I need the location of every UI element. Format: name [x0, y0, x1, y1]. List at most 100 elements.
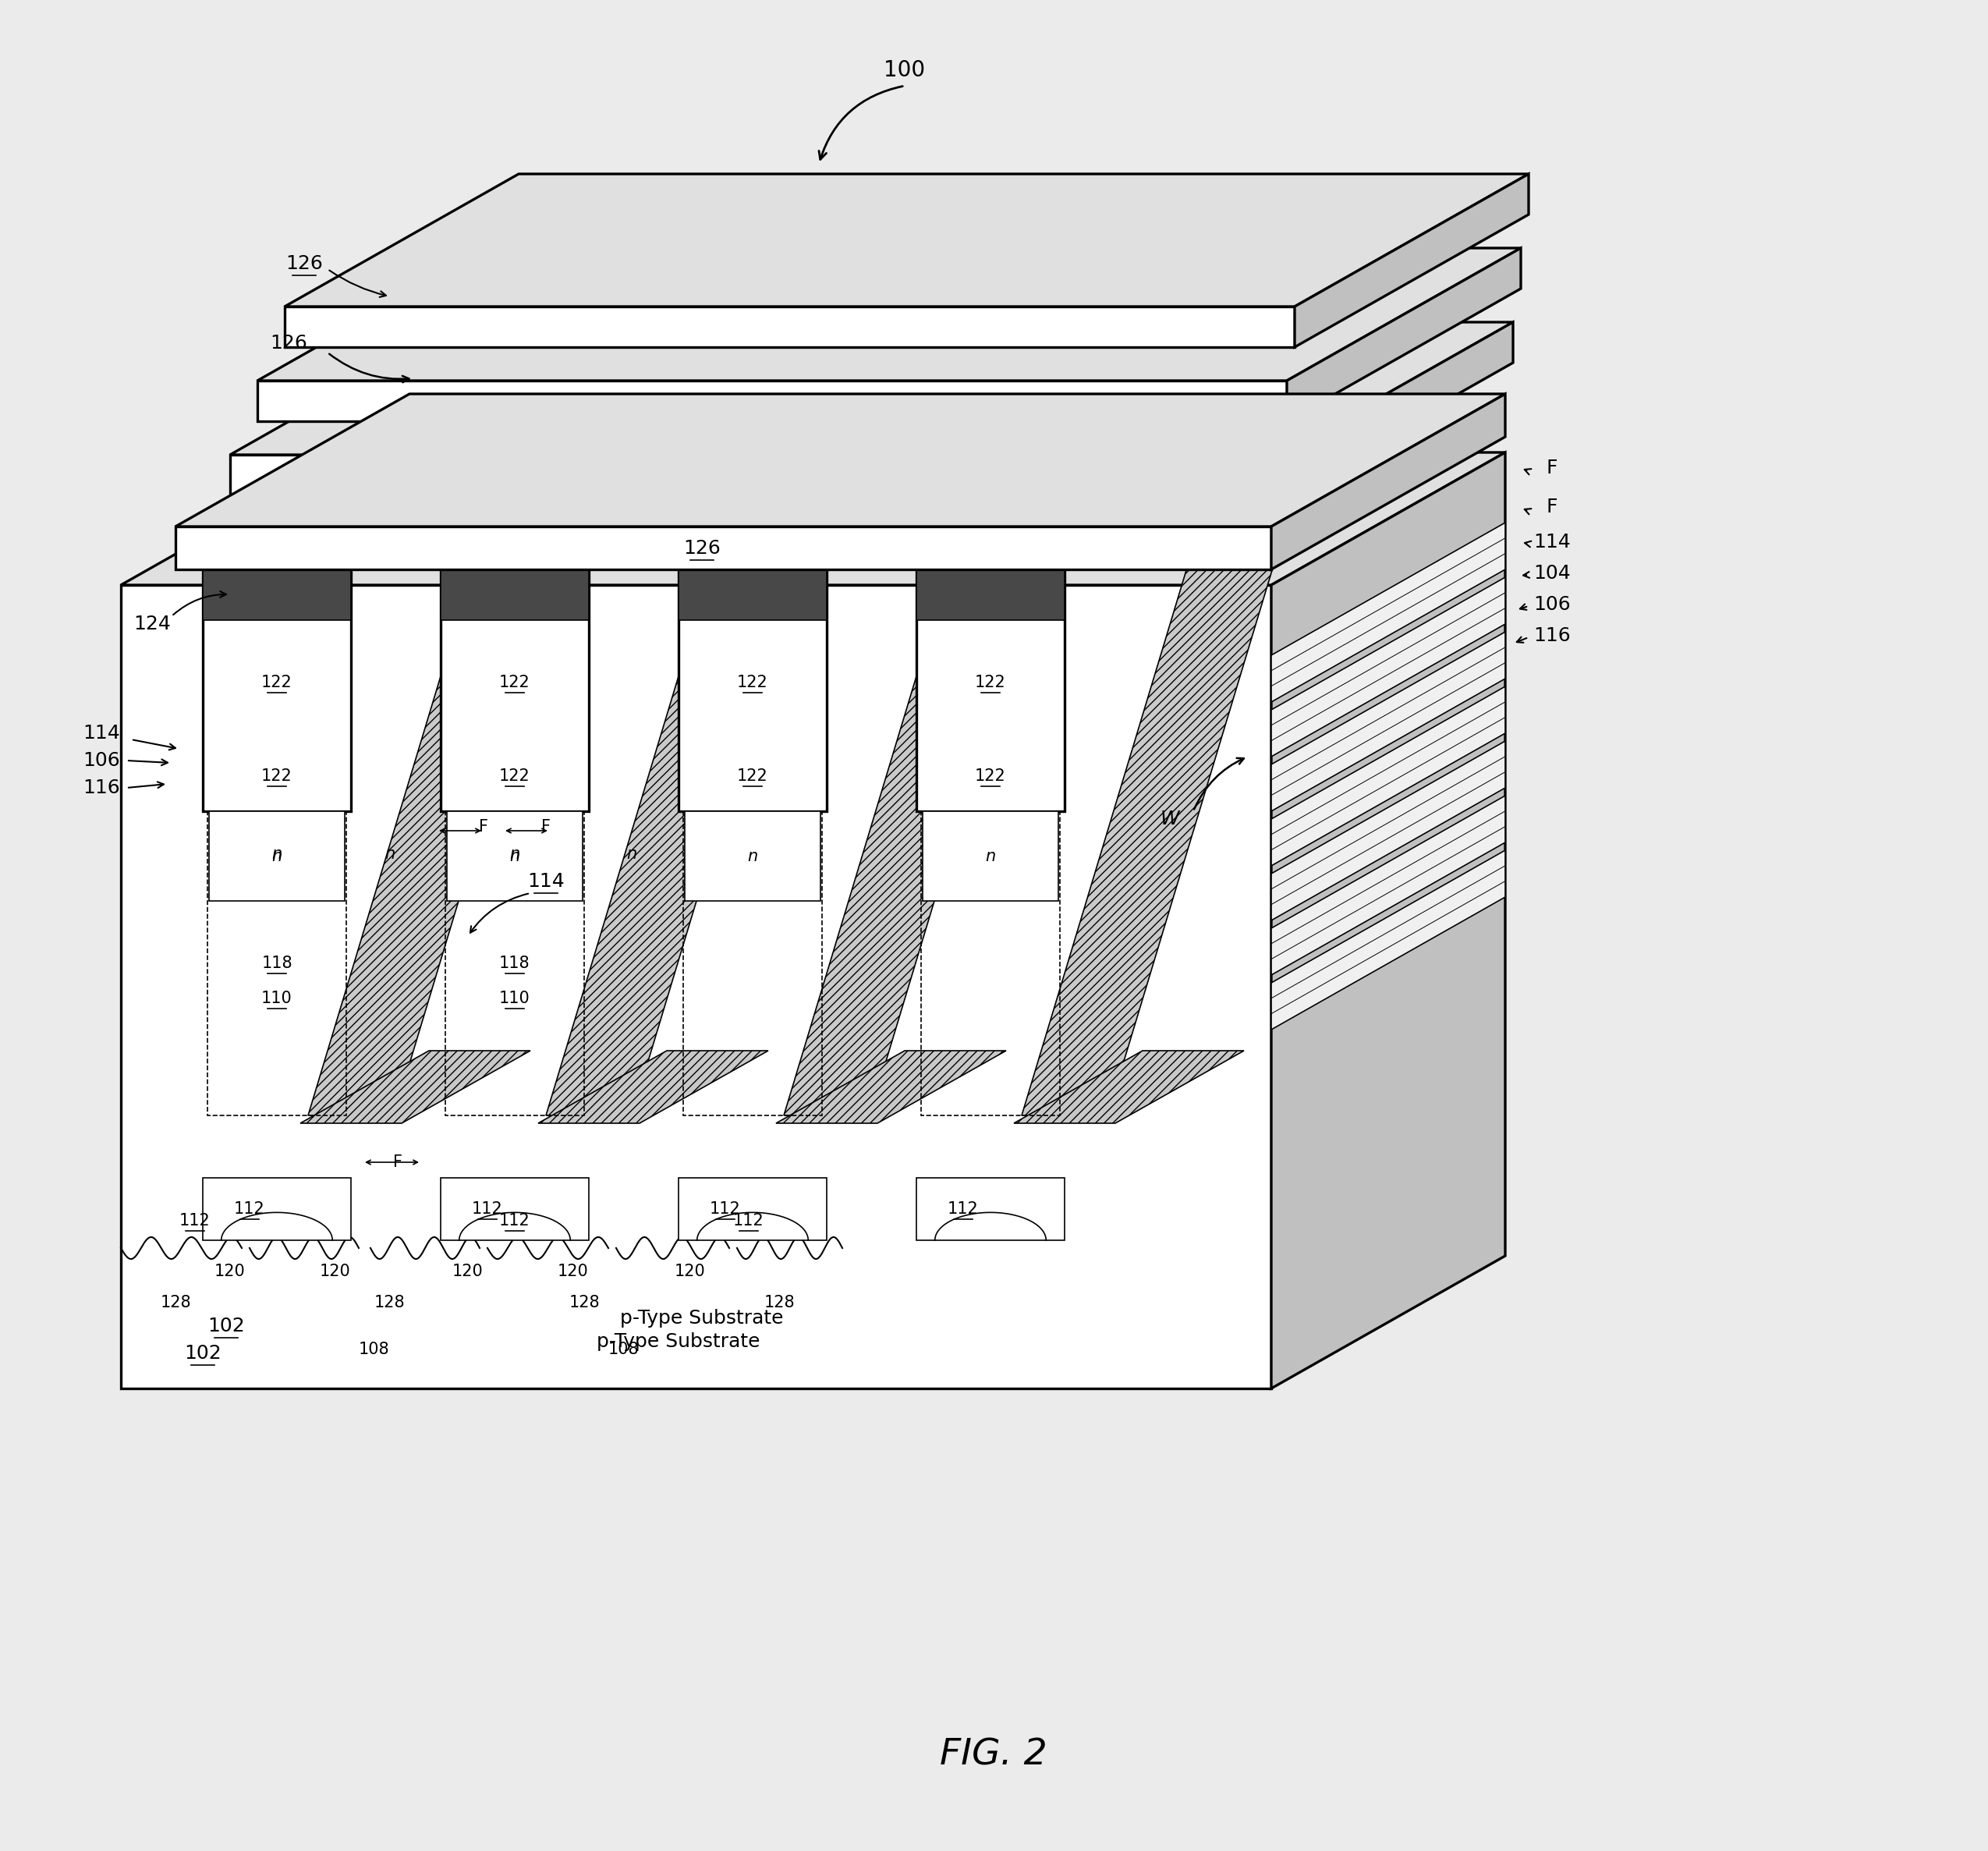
Text: 122: 122: [260, 676, 292, 690]
Polygon shape: [678, 570, 827, 620]
Text: 120: 120: [559, 1264, 588, 1279]
Text: 120: 120: [453, 1264, 483, 1279]
Polygon shape: [121, 585, 1270, 1388]
Text: 122: 122: [260, 768, 292, 785]
Text: 128: 128: [374, 1296, 406, 1311]
Polygon shape: [678, 570, 827, 811]
Text: 128: 128: [159, 1296, 191, 1311]
Text: 122: 122: [738, 768, 767, 785]
Polygon shape: [1270, 578, 1505, 757]
Polygon shape: [121, 452, 1505, 585]
Text: 122: 122: [738, 676, 767, 690]
Text: 108: 108: [360, 1342, 390, 1357]
Polygon shape: [203, 1177, 352, 1240]
Polygon shape: [1270, 796, 1505, 975]
Text: n: n: [272, 846, 282, 863]
Polygon shape: [539, 1051, 767, 1124]
Text: 112: 112: [499, 1212, 531, 1229]
Polygon shape: [916, 570, 1066, 620]
Text: 112: 112: [948, 1201, 978, 1216]
Text: 122: 122: [499, 676, 531, 690]
Text: 116: 116: [83, 779, 119, 798]
Text: 102: 102: [185, 1344, 221, 1362]
Text: n: n: [386, 846, 396, 863]
Text: FIG. 2: FIG. 2: [940, 1738, 1048, 1773]
Polygon shape: [1014, 1051, 1244, 1124]
Text: 100: 100: [885, 59, 926, 81]
Polygon shape: [678, 1177, 827, 1240]
Polygon shape: [209, 811, 344, 901]
Text: 122: 122: [499, 768, 531, 785]
Polygon shape: [775, 1051, 1006, 1124]
Text: 114: 114: [527, 872, 565, 890]
Text: W: W: [1161, 809, 1179, 829]
Text: 118: 118: [499, 955, 531, 972]
Polygon shape: [441, 1177, 588, 1240]
Polygon shape: [1294, 174, 1529, 348]
Polygon shape: [441, 570, 588, 811]
Text: 120: 120: [320, 1264, 350, 1279]
Text: 110: 110: [499, 990, 531, 1007]
Polygon shape: [922, 811, 1058, 901]
Text: 118: 118: [260, 955, 292, 972]
Polygon shape: [1270, 394, 1505, 570]
Polygon shape: [441, 570, 588, 620]
Text: F: F: [541, 818, 551, 835]
Text: 120: 120: [215, 1264, 247, 1279]
Polygon shape: [256, 248, 1521, 381]
Text: 120: 120: [674, 1264, 706, 1279]
Polygon shape: [916, 1177, 1066, 1240]
Text: 106: 106: [83, 752, 119, 770]
Polygon shape: [231, 322, 1513, 455]
Text: 128: 128: [765, 1296, 795, 1311]
Text: n: n: [626, 846, 636, 863]
Text: 108: 108: [608, 1342, 640, 1357]
Text: 112: 112: [710, 1201, 742, 1216]
Text: F: F: [1547, 498, 1559, 516]
Polygon shape: [256, 381, 1286, 422]
Polygon shape: [1270, 687, 1505, 866]
Text: n: n: [272, 848, 282, 864]
Text: 128: 128: [569, 1296, 600, 1311]
Polygon shape: [308, 457, 592, 1116]
Text: F: F: [394, 1155, 402, 1170]
Text: n: n: [986, 848, 996, 864]
Text: 126: 126: [684, 539, 720, 557]
Text: F: F: [479, 818, 489, 835]
Polygon shape: [1270, 740, 1505, 920]
Text: 124: 124: [133, 615, 171, 633]
Text: p-Type Substrate: p-Type Substrate: [596, 1333, 759, 1351]
Polygon shape: [284, 174, 1529, 307]
Text: 116: 116: [1533, 626, 1571, 646]
Text: n: n: [509, 848, 521, 864]
Polygon shape: [547, 457, 831, 1116]
Text: 106: 106: [1533, 596, 1571, 615]
Text: 112: 112: [471, 1201, 503, 1216]
Polygon shape: [783, 457, 1068, 1116]
Text: p-Type Substrate: p-Type Substrate: [620, 1309, 783, 1327]
Text: 122: 122: [974, 676, 1006, 690]
Polygon shape: [284, 307, 1294, 348]
Text: 104: 104: [1533, 565, 1571, 583]
Polygon shape: [231, 455, 1278, 496]
Polygon shape: [1278, 322, 1513, 496]
Polygon shape: [1270, 850, 1505, 1029]
Polygon shape: [175, 526, 1270, 570]
Text: 110: 110: [260, 990, 292, 1007]
Polygon shape: [916, 570, 1066, 811]
Polygon shape: [1286, 248, 1521, 422]
Polygon shape: [447, 811, 582, 901]
Polygon shape: [175, 394, 1505, 526]
Polygon shape: [1270, 522, 1505, 702]
Text: n: n: [747, 848, 757, 864]
Text: 112: 112: [179, 1212, 211, 1229]
Polygon shape: [300, 1051, 531, 1124]
Polygon shape: [203, 570, 352, 811]
Text: 112: 112: [235, 1201, 264, 1216]
Text: 114: 114: [1533, 533, 1571, 552]
Polygon shape: [1022, 457, 1306, 1116]
Text: 102: 102: [207, 1316, 245, 1335]
Text: 122: 122: [974, 768, 1006, 785]
Polygon shape: [684, 811, 821, 901]
Polygon shape: [1270, 452, 1505, 1388]
